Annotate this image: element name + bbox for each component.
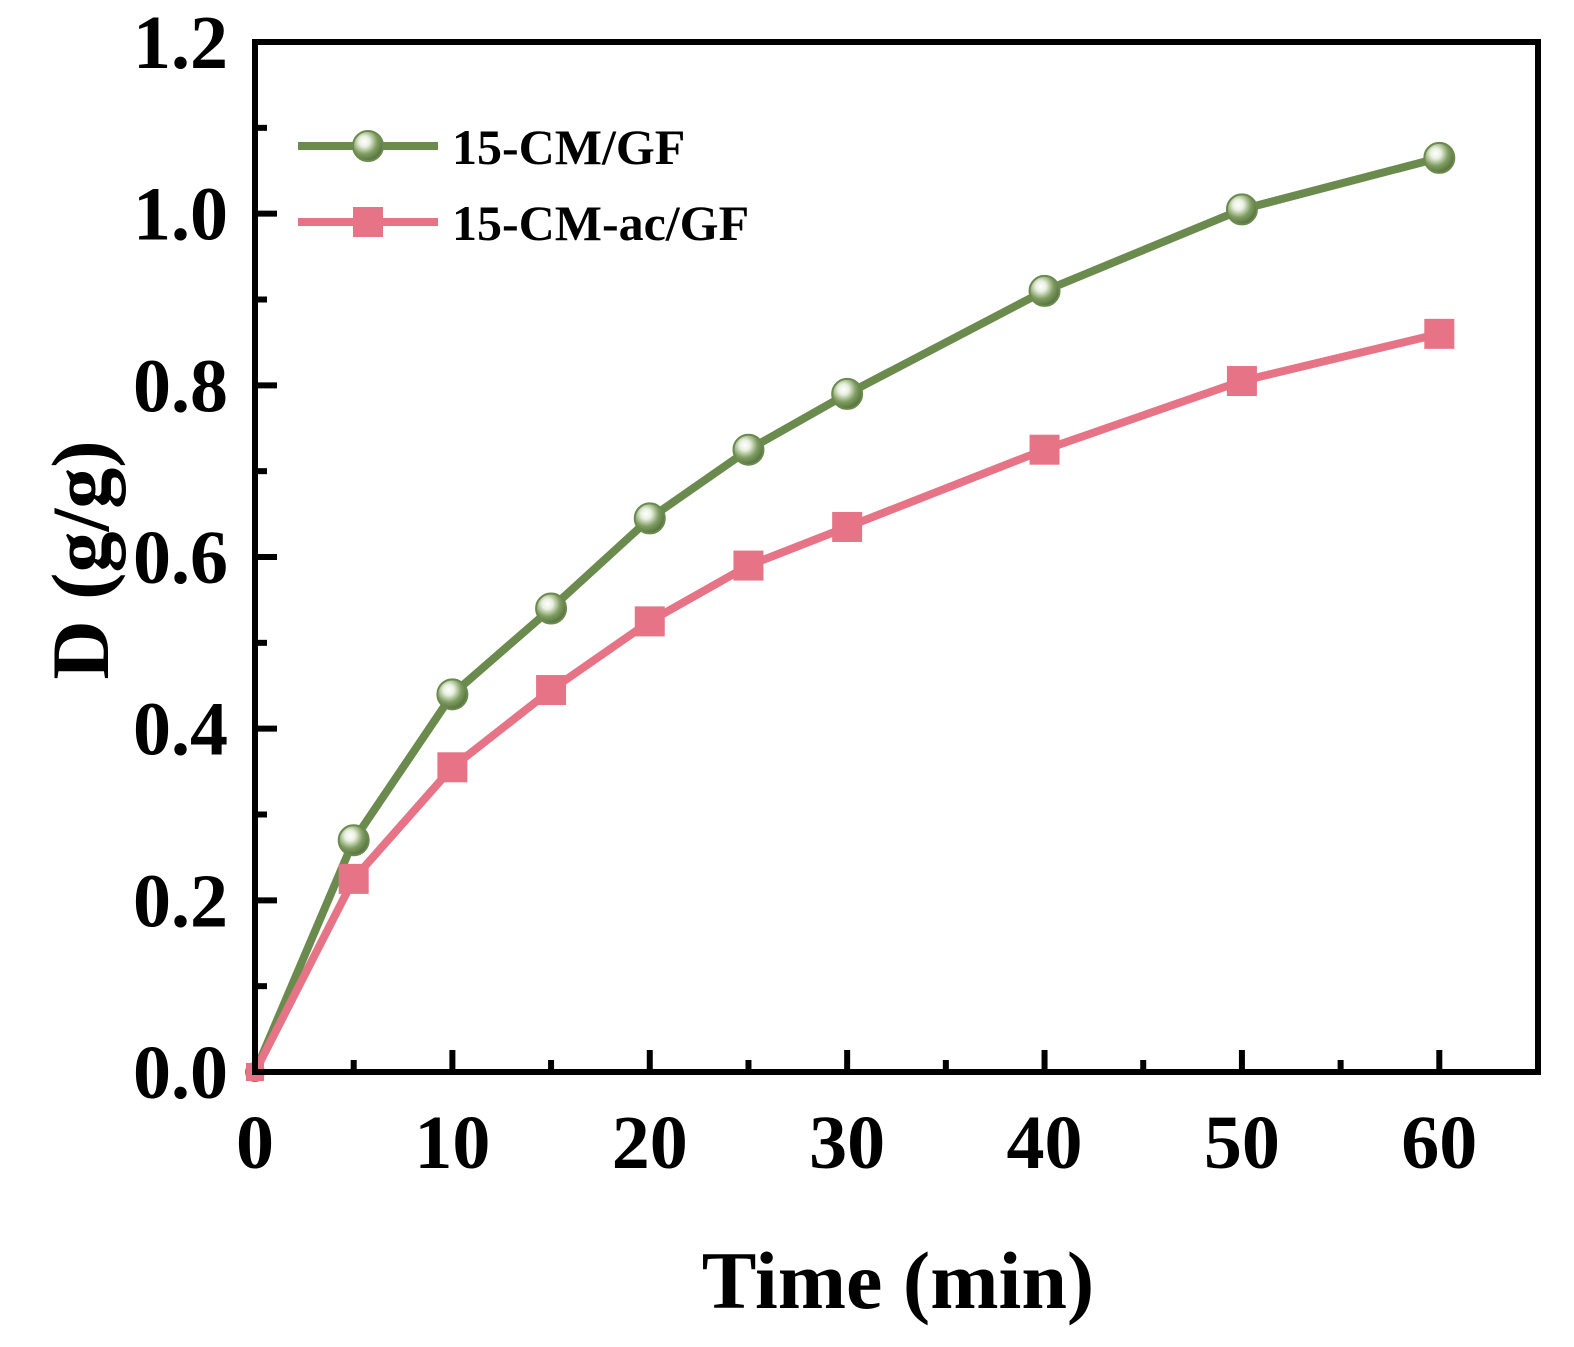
y-tick-label: 1.2	[133, 1, 228, 85]
y-tick-label: 0.2	[133, 859, 228, 943]
data-point-sphere	[1423, 141, 1456, 174]
data-point-square	[1424, 318, 1455, 349]
y-tick-label: 0.4	[133, 688, 228, 772]
data-point-square	[536, 675, 567, 706]
data-point-sphere	[732, 433, 765, 466]
y-axis-title: D (g/g)	[35, 440, 126, 679]
plot-frame-rect	[252, 39, 1541, 1075]
series-green	[245, 141, 1456, 1082]
axis-ticks	[252, 39, 1443, 1075]
plot-frame	[252, 39, 1541, 1075]
x-tick-label: 40	[1007, 1101, 1083, 1185]
data-point-sphere	[352, 130, 384, 162]
x-axis-title: Time (min)	[702, 1235, 1095, 1326]
x-tick-label: 0	[236, 1101, 274, 1185]
data-point-square	[733, 550, 764, 581]
x-tick-label: 10	[414, 1101, 490, 1185]
legend-entry: 15-CM/GF	[298, 119, 685, 175]
axis-labels: 0 10 20 30 40 50 60 0.0 0.2 0.4 0.6 0.8 1.0 1.2 Time (…	[35, 1, 1477, 1326]
y-tick-label: 0.6	[133, 516, 228, 600]
legend-label: 15-CM/GF	[452, 119, 685, 175]
data-point-sphere	[1028, 274, 1061, 307]
y-tick-label: 1.0	[133, 173, 228, 257]
data-point-sphere	[831, 377, 864, 410]
legend-entry: 15-CM-ac/GF	[298, 195, 749, 251]
data-point-sphere	[633, 502, 666, 535]
data-point-square	[437, 752, 468, 783]
x-tick-label: 60	[1401, 1101, 1477, 1185]
data-point-sphere	[337, 824, 370, 857]
series-line	[251, 154, 1441, 1074]
x-tick-label: 20	[612, 1101, 688, 1185]
data-point-square	[832, 511, 863, 542]
x-tick-label: 50	[1204, 1101, 1280, 1185]
series-pink	[246, 318, 1455, 1081]
data-point-sphere	[535, 592, 568, 625]
series-line	[251, 329, 1441, 1074]
legend-label: 15-CM-ac/GF	[452, 195, 749, 251]
data-point-square	[634, 606, 665, 637]
data-point-square	[1029, 434, 1060, 465]
data-point-sphere	[436, 678, 469, 711]
data-point-square	[338, 863, 369, 894]
series-layer	[245, 141, 1456, 1082]
legend: 15-CM/GF 15-CM-ac/GF	[298, 119, 749, 251]
data-point-square	[353, 207, 383, 237]
y-tick-label: 0.0	[133, 1031, 228, 1115]
x-tick-label: 30	[809, 1101, 885, 1185]
y-tick-label: 0.8	[133, 344, 228, 428]
data-point-square	[1226, 366, 1257, 397]
data-point-sphere	[1225, 193, 1258, 226]
